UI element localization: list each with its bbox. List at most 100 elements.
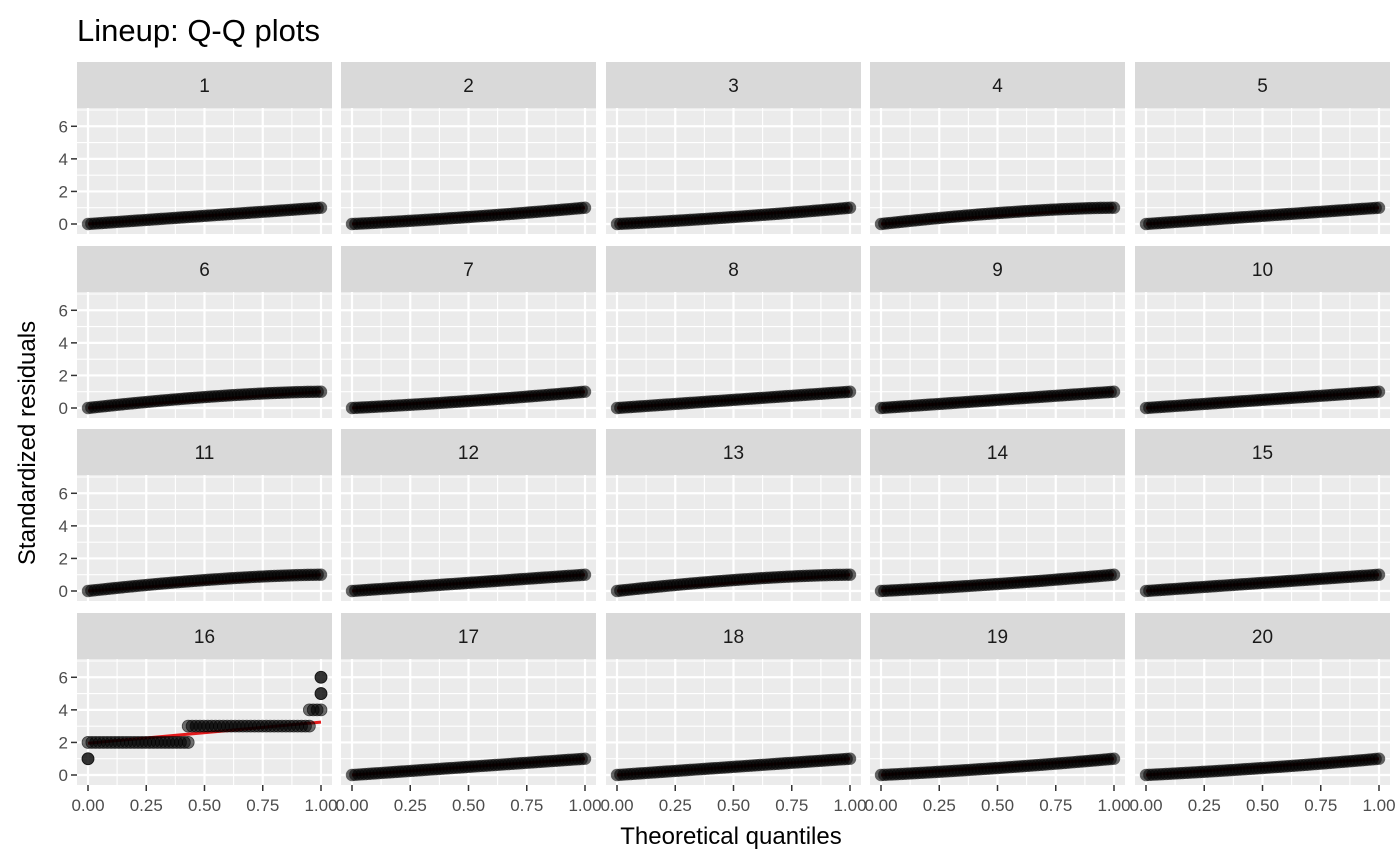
data-point [843,385,857,398]
x-tick-label: 0.75 [1304,796,1337,815]
y-tick-label: 6 [59,117,68,136]
strip-background [77,429,332,475]
strip-background [870,246,1125,292]
y-axis-title: Standardized residuals [14,321,41,565]
y-tick-label: 0 [59,215,68,234]
data-point [1107,385,1121,398]
strip-label: 1 [199,76,210,97]
points [610,752,857,782]
points [610,201,857,231]
data-point [314,568,328,581]
y-tick-label: 6 [59,668,68,687]
facet-panel-1: 1 0 2 4 6 [59,62,332,234]
x-tick-label: 1.00 [1362,796,1395,815]
strip-background [606,62,861,108]
x-tick-label: 0.25 [659,796,692,815]
strip-background [1135,62,1390,108]
strip-label: 16 [194,627,215,648]
facet-panel-2: 2 [341,62,596,234]
strip-background [77,62,332,108]
points [1139,568,1386,598]
facet-panel-9: 9 [870,246,1125,418]
points [81,385,328,415]
data-point [843,201,857,214]
y-tick-label: 0 [59,399,68,418]
strip-background [1135,246,1390,292]
facet-panel-4: 4 [870,62,1125,234]
x-tick-label: 0.75 [1039,796,1072,815]
y-tick-label: 2 [59,549,68,568]
x-tick-label: 0.25 [130,796,163,815]
facet-panel-7: 7 [341,246,596,418]
facet-panel-10: 10 [1135,246,1390,418]
strip-label: 19 [987,627,1008,648]
x-tick-label: 1.00 [1097,796,1130,815]
x-tick-label: 0.00 [600,796,633,815]
data-point [314,703,328,717]
y-tick-label: 0 [59,582,68,601]
y-tick-label: 6 [59,484,68,503]
strip-background [77,246,332,292]
points [874,752,1121,782]
data-point [181,736,195,749]
x-axis-title: Theoretical quantiles [620,823,841,850]
x-tick-label: 0.50 [188,796,221,815]
data-point [1107,752,1121,765]
y-tick-label: 2 [59,733,68,752]
x-tick-label: 0.00 [864,796,897,815]
x-tick-label: 0.75 [775,796,808,815]
strip-label: 18 [723,627,744,648]
strip-background [341,62,596,108]
strip-background [606,613,861,659]
points [610,568,857,598]
data-point [1107,568,1121,581]
y-tick-label: 4 [59,334,68,353]
data-point [578,568,592,581]
x-tick-label: 1.00 [833,796,866,815]
points [345,385,592,415]
x-tick-label: 0.00 [335,796,368,815]
strip-label: 15 [1252,443,1273,464]
facet-panel-6: 6 0 2 4 6 [59,246,332,418]
chart-title: Lineup: Q-Q plots [77,13,320,48]
strip-background [341,429,596,475]
x-tick-label: 0.25 [923,796,956,815]
strip-background [870,429,1125,475]
points [874,201,1121,231]
facet-panel-20: 20 0.00 0.25 0.50 0.75 1.00 [1129,613,1396,815]
strip-background [341,613,596,659]
facet-panel-18: 18 0.00 0.25 0.50 0.75 1.00 [600,613,867,815]
strip-background [341,246,596,292]
strip-background [606,246,861,292]
points [1139,385,1386,415]
data-point [314,385,328,398]
data-point [314,201,328,214]
strip-label: 20 [1252,627,1273,648]
strip-label: 17 [458,627,479,648]
y-tick-label: 4 [59,150,68,169]
facet-panel-11: 11 0 2 4 6 [59,429,332,601]
strip-background [1135,613,1390,659]
points [1139,201,1386,231]
y-tick-label: 4 [59,517,68,536]
x-tick-label: 0.50 [717,796,750,815]
data-point [843,752,857,765]
x-tick-label: 0.75 [510,796,543,815]
facet-panel-3: 3 [606,62,861,234]
points [874,385,1121,415]
y-tick-label: 0 [59,766,68,785]
points [610,385,857,415]
y-tick-label: 6 [59,301,68,320]
strip-label: 2 [463,76,474,97]
x-tick-label: 1.00 [304,796,337,815]
data-point [1372,385,1386,398]
data-point [578,201,592,214]
strip-label: 3 [728,76,739,97]
data-point [578,385,592,398]
data-point [314,670,328,684]
data-point [1372,201,1386,214]
x-tick-label: 0.50 [452,796,485,815]
strip-label: 9 [992,260,1003,281]
x-tick-label: 1.00 [568,796,601,815]
